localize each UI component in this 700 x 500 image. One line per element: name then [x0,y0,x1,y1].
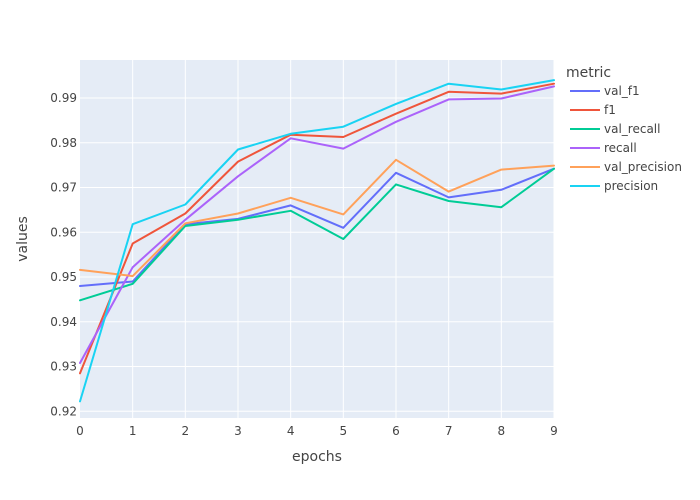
x-tick-label: 6 [392,424,400,438]
legend-label: precision [604,179,658,193]
y-tick-label: 0.96 [50,225,77,239]
y-tick-label: 0.98 [50,136,77,150]
series-line-f1[interactable] [79,82,555,375]
x-tick-label: 4 [287,424,295,438]
y-tick-label: 0.92 [50,404,77,418]
x-tick-label: 0 [76,424,84,438]
x-axis-ticks: 0 1 2 3 4 5 6 7 8 9 [76,424,558,438]
legend-title: metric [566,65,611,81]
x-tick-label: 2 [182,424,190,438]
x-tick-label: 9 [550,424,558,438]
legend-label: val_precision [604,160,682,174]
y-tick-label: 0.95 [50,270,77,284]
x-tick-label: 1 [129,424,137,438]
y-tick-label: 0.99 [50,91,77,105]
legend-label: f1 [604,103,616,117]
legend-label: val_recall [604,122,660,136]
y-tick-label: 0.93 [50,360,77,374]
legend-item-val-f1[interactable]: val_f1 [570,84,640,98]
legend-item-f1[interactable]: f1 [570,103,616,117]
y-axis-title: values [15,216,31,262]
y-tick-label: 0.97 [50,181,77,195]
x-tick-label: 8 [498,424,506,438]
series-line-val-precision[interactable] [79,158,555,278]
x-tick-label: 5 [340,424,348,438]
x-axis-title: epochs [292,449,342,465]
legend-label: recall [604,141,637,155]
series-line-recall[interactable] [79,85,555,364]
series-line-precision[interactable] [79,79,555,403]
legend-item-val-precision[interactable]: val_precision [570,160,682,174]
y-axis-ticks: 0.92 0.93 0.94 0.95 0.96 0.97 0.98 0.99 [50,91,77,418]
legend-item-val-recall[interactable]: val_recall [570,122,660,136]
grid [80,60,555,418]
x-tick-label: 7 [445,424,453,438]
x-tick-label: 3 [234,424,242,438]
legend-label: val_f1 [604,84,640,98]
series-lines [79,79,555,403]
series-line-val-f1[interactable] [79,167,555,287]
y-tick-label: 0.94 [50,315,77,329]
series-line-val-recall[interactable] [79,167,555,302]
legend-item-recall[interactable]: recall [570,141,637,155]
plot-area [80,60,554,418]
legend-item-precision[interactable]: precision [570,179,658,193]
